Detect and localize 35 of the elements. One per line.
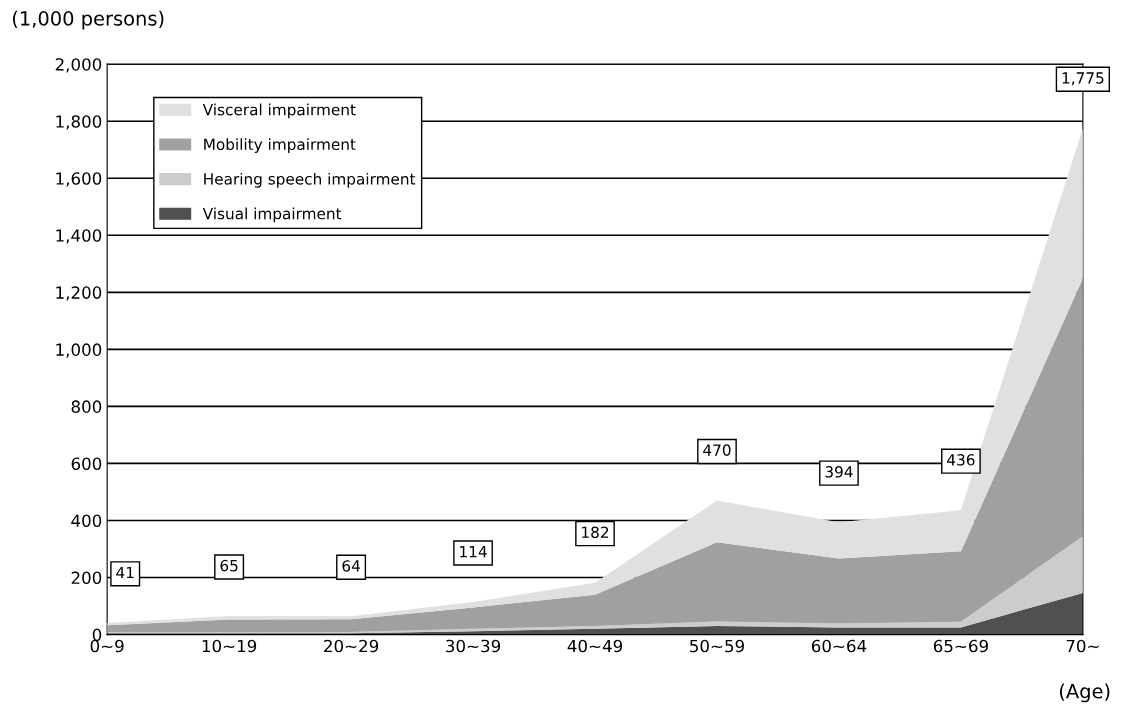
y-axis-title: (1,000 persons) [12, 10, 164, 30]
y-tick-label: 1,600 [56, 172, 102, 187]
x-tick-label: 40∼49 [567, 639, 623, 653]
y-tick-label: 1,800 [56, 115, 102, 130]
x-tick-label: 60∼64 [811, 639, 867, 653]
legend-label: Visual impairment [202, 207, 342, 223]
y-tick-label: 1,000 [56, 343, 102, 358]
y-tick-label: 1,200 [56, 286, 102, 301]
x-tick-label: 20∼29 [324, 639, 379, 653]
y-tick-label: 1,400 [56, 229, 102, 244]
total-label: 470 [703, 444, 731, 456]
x-tick-label: 50∼59 [690, 639, 744, 653]
y-tick-label: 800 [71, 400, 102, 413]
x-tick-label: 70∼ [1066, 639, 1099, 653]
x-tick-label: 0∼9 [90, 639, 124, 653]
y-tick-label: 2,000 [55, 58, 102, 73]
total-label: 182 [582, 526, 609, 539]
x-tick-label: 10∼19 [202, 639, 257, 653]
total-label: 394 [825, 466, 853, 478]
y-tick-label: 600 [71, 457, 102, 471]
x-tick-label: 65∼69 [933, 639, 988, 653]
legend-label: Hearing speech impairment [204, 172, 416, 188]
total-label: 114 [460, 546, 487, 558]
x-tick-label: 30∼39 [446, 639, 501, 653]
y-tick-label: 400 [71, 514, 102, 528]
total-label: 41 [116, 566, 134, 579]
total-label: 1,775 [1062, 72, 1104, 86]
y-tick-label: 200 [71, 571, 102, 585]
legend-label: Visceral impairment [202, 103, 356, 119]
total-label: 64 [342, 560, 360, 572]
x-axis-title: (Age) [1059, 683, 1110, 703]
total-label: 436 [947, 454, 975, 466]
y-tick-label: 0 [92, 628, 102, 642]
legend-label: Mobility impairment [204, 138, 356, 154]
total-label: 65 [220, 559, 238, 572]
